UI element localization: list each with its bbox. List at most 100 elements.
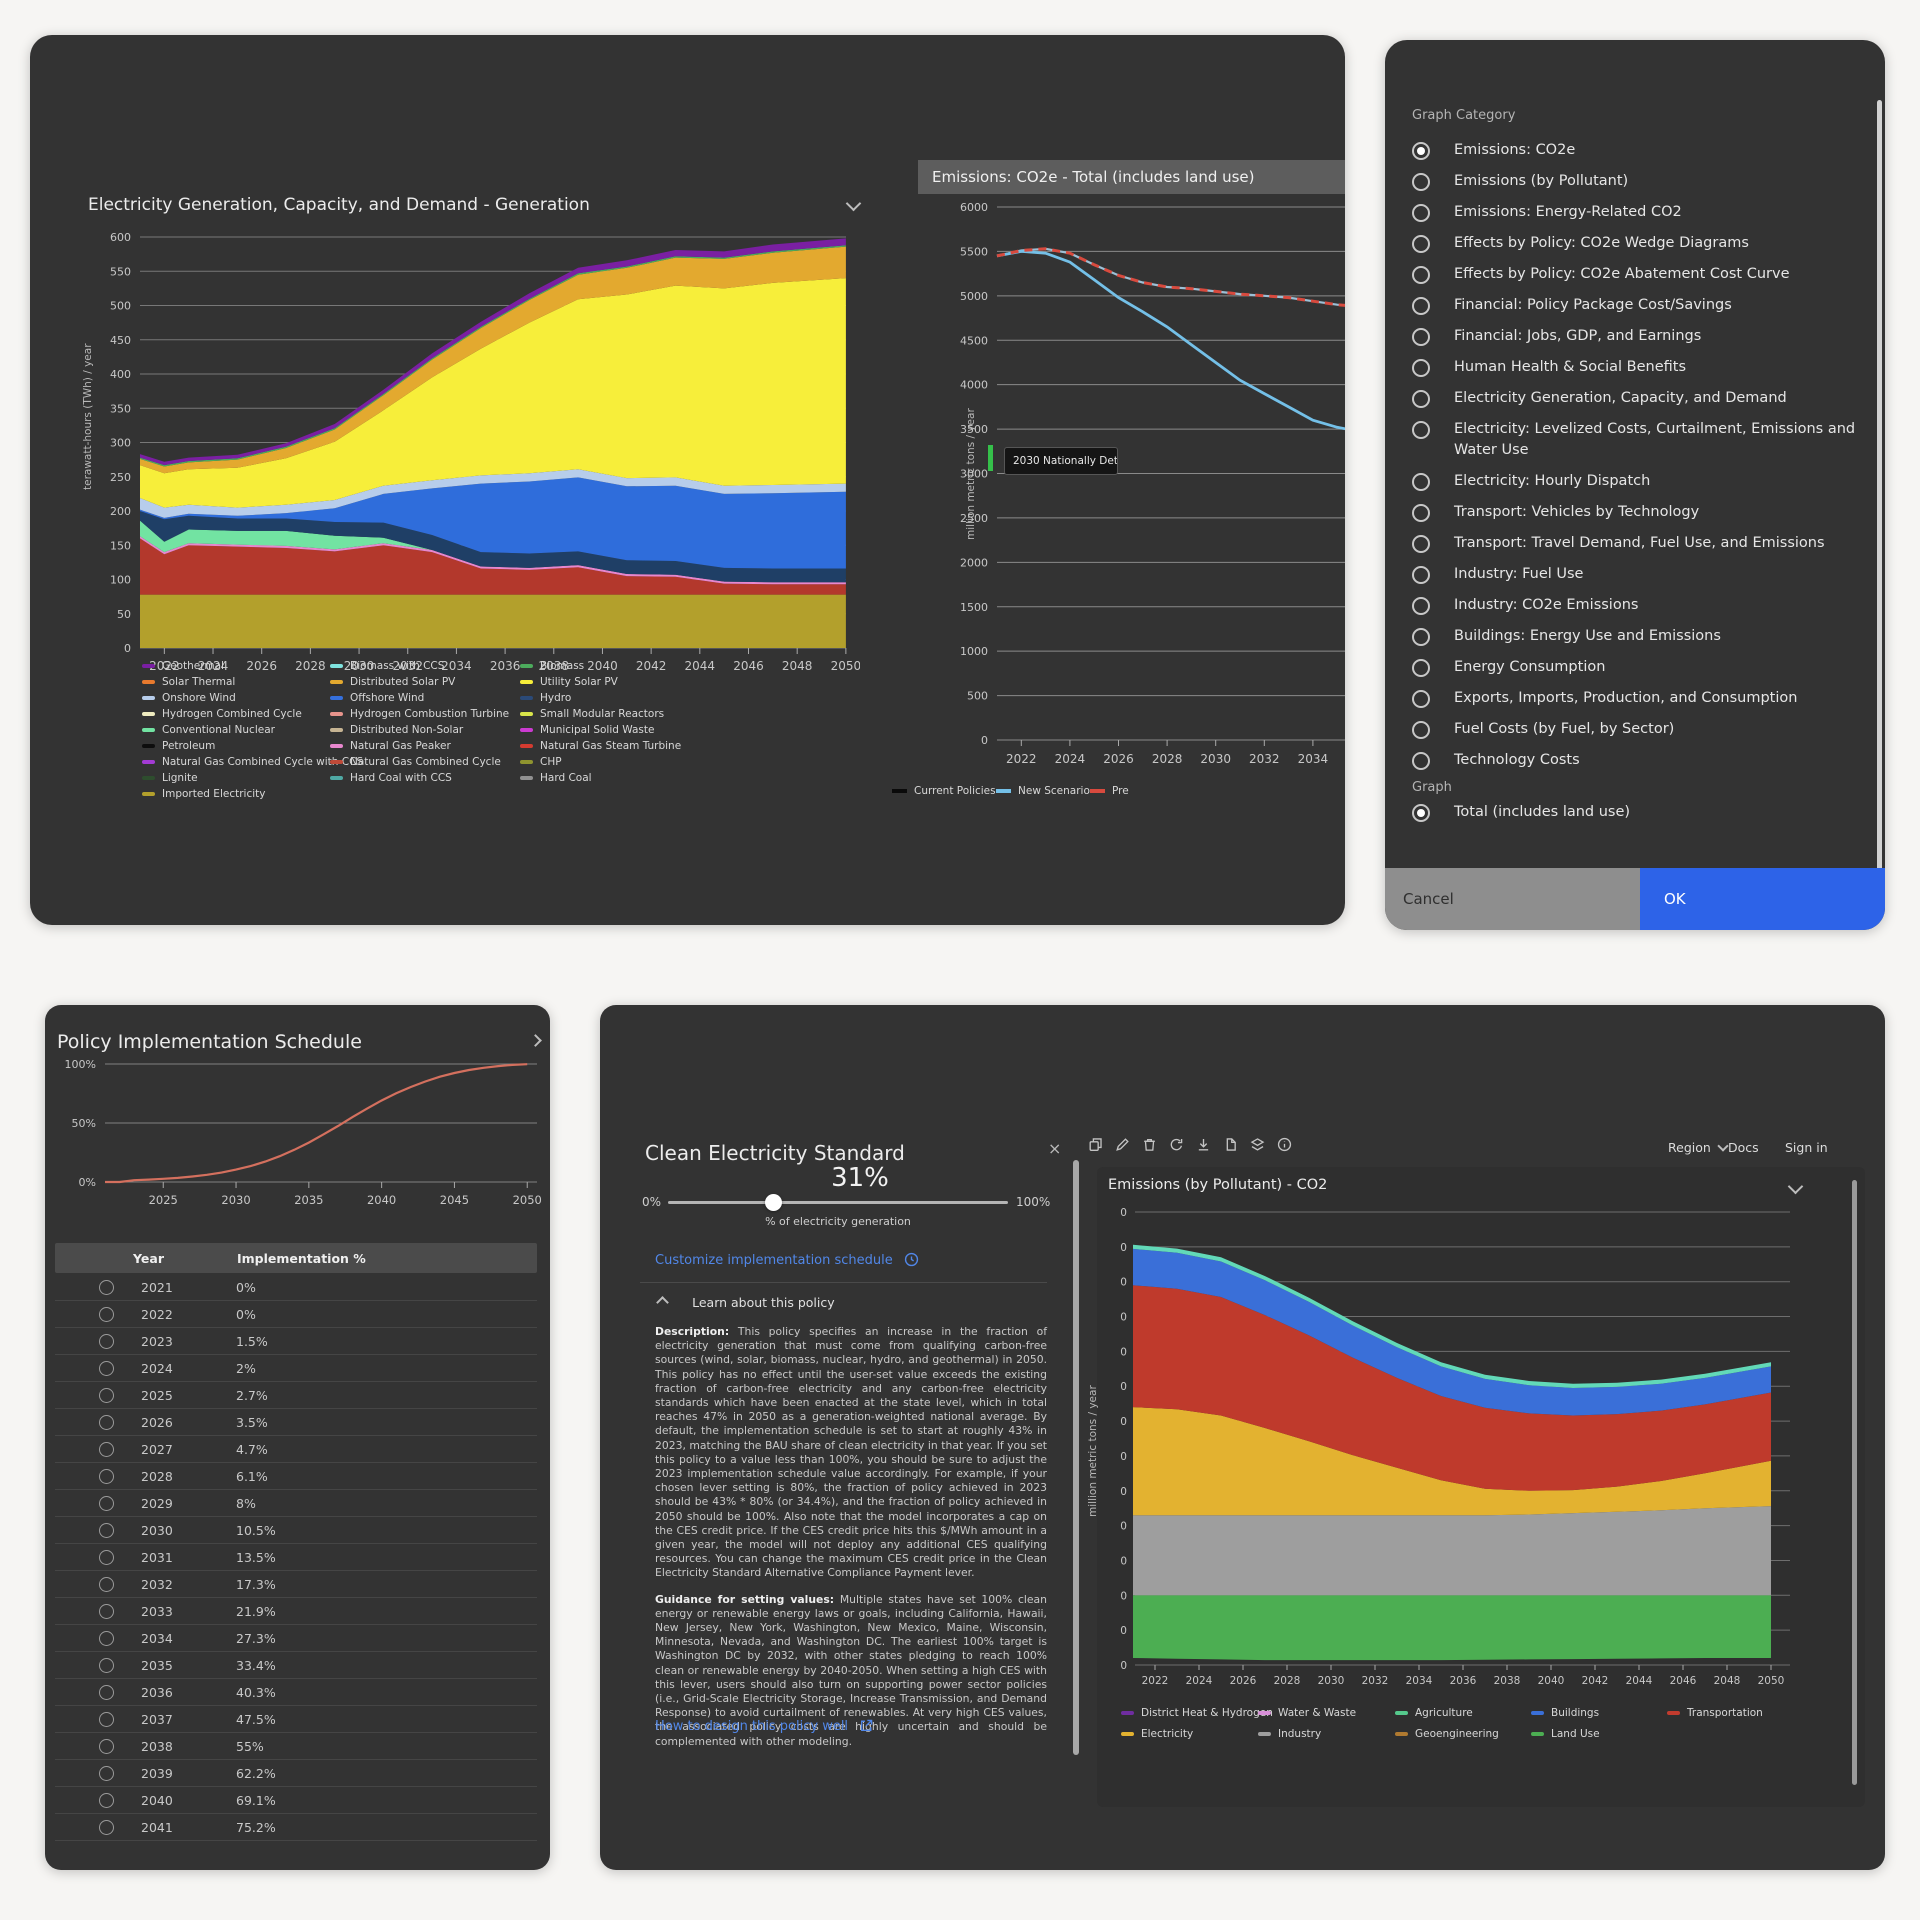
row-radio-icon[interactable] (99, 1360, 114, 1376)
radio-option[interactable]: Financial: Jobs, GDP, and Earnings (1412, 326, 1857, 347)
table-row[interactable]: 2038 55% (55, 1733, 537, 1760)
table-row[interactable]: 2040 69.1% (55, 1787, 537, 1814)
cancel-button[interactable]: Cancel (1385, 868, 1640, 930)
table-row[interactable]: 2039 62.2% (55, 1760, 537, 1787)
radio-option[interactable]: Effects by Policy: CO2e Wedge Diagrams (1412, 233, 1857, 254)
radio-option[interactable]: Fuel Costs (by Fuel, by Sector) (1412, 719, 1857, 740)
download-icon[interactable] (1195, 1136, 1212, 1157)
row-radio-icon[interactable] (99, 1468, 114, 1484)
chevron-right-icon[interactable] (529, 1034, 542, 1047)
legend-swatch (330, 696, 343, 700)
slider-handle[interactable] (765, 1194, 783, 1211)
row-radio-icon[interactable] (99, 1279, 114, 1295)
export-icon[interactable] (1222, 1136, 1239, 1157)
table-row[interactable]: 2031 13.5% (55, 1544, 537, 1571)
radio-option[interactable]: Transport: Vehicles by Technology (1412, 502, 1857, 523)
row-radio-icon[interactable] (99, 1549, 114, 1565)
row-implementation: 21.9% (236, 1603, 276, 1619)
table-row[interactable]: 2022 0% (55, 1301, 537, 1328)
emissions-chart-titlebar[interactable]: Emissions: CO2e - Total (includes land u… (918, 160, 1345, 194)
radio-option[interactable]: Industry: Fuel Use (1412, 564, 1857, 585)
table-row[interactable]: 2027 4.7% (55, 1436, 537, 1463)
design-policy-label: How to design this policy well (655, 1719, 849, 1734)
row-radio-icon[interactable] (99, 1738, 114, 1754)
tick-label: 2040 (1538, 1675, 1565, 1687)
undo-icon[interactable] (1168, 1136, 1185, 1157)
clipped-link-row[interactable]: -- -- ···· ·- ·-- -- → (655, 1741, 1047, 1750)
radio-option[interactable]: Emissions (by Pollutant) (1412, 171, 1857, 192)
row-radio-icon[interactable] (99, 1792, 114, 1808)
row-radio-icon[interactable] (99, 1333, 114, 1349)
table-row[interactable]: 2024 2% (55, 1355, 537, 1382)
row-radio-icon[interactable] (99, 1657, 114, 1673)
policy-slider[interactable] (668, 1201, 1008, 1204)
row-radio-icon[interactable] (99, 1495, 114, 1511)
signin-link[interactable]: Sign in (1785, 1140, 1828, 1155)
row-radio-icon[interactable] (99, 1819, 114, 1835)
row-radio-icon[interactable] (99, 1603, 114, 1619)
radio-option[interactable]: Electricity Generation, Capacity, and De… (1412, 388, 1857, 409)
table-row[interactable]: 2030 10.5% (55, 1517, 537, 1544)
edit-icon[interactable] (1114, 1136, 1131, 1157)
table-row[interactable]: 2034 27.3% (55, 1625, 537, 1652)
row-radio-icon[interactable] (99, 1630, 114, 1646)
row-radio-icon[interactable] (99, 1765, 114, 1781)
table-row[interactable]: 2041 75.2% (55, 1814, 537, 1841)
table-row[interactable]: 2023 1.5% (55, 1328, 537, 1355)
copy-icon[interactable] (1087, 1136, 1104, 1157)
docs-link[interactable]: Docs (1728, 1140, 1759, 1155)
table-row[interactable]: 2029 8% (55, 1490, 537, 1517)
row-radio-icon[interactable] (99, 1414, 114, 1430)
row-radio-icon[interactable] (99, 1684, 114, 1700)
radio-option[interactable]: Emissions: CO2e (1412, 140, 1857, 161)
customize-schedule-link[interactable]: Customize implementation schedule (655, 1251, 920, 1268)
layers-icon[interactable] (1249, 1136, 1266, 1157)
table-row[interactable]: 2025 2.7% (55, 1382, 537, 1409)
policy-panel-scrollbar[interactable] (1073, 1160, 1079, 1755)
delete-icon[interactable] (1141, 1136, 1158, 1157)
radio-option[interactable]: Industry: CO2e Emissions (1412, 595, 1857, 616)
table-row[interactable]: 2021 0% (55, 1274, 537, 1301)
legend-label: Offshore Wind (350, 692, 425, 704)
legend-swatch (330, 664, 343, 668)
close-icon[interactable]: × (1048, 1139, 1062, 1158)
row-radio-icon[interactable] (99, 1306, 114, 1322)
table-row[interactable]: 2037 47.5% (55, 1706, 537, 1733)
radio-option[interactable]: Total (includes land use) (1412, 802, 1857, 823)
table-row[interactable]: 2028 6.1% (55, 1463, 537, 1490)
legend-item: Imported Electricity (142, 786, 363, 802)
dialog-scrollbar[interactable] (1877, 100, 1882, 885)
table-row[interactable]: 2026 3.5% (55, 1409, 537, 1436)
design-policy-link[interactable]: How to design this policy well (655, 1717, 875, 1734)
table-row[interactable]: 2036 40.3% (55, 1679, 537, 1706)
row-radio-icon[interactable] (99, 1711, 114, 1727)
radio-option[interactable]: Human Health & Social Benefits (1412, 357, 1857, 378)
table-row[interactable]: 2032 17.3% (55, 1571, 537, 1598)
table-row[interactable]: 2033 21.9% (55, 1598, 537, 1625)
radio-option[interactable]: Electricity: Levelized Costs, Curtailmen… (1412, 419, 1857, 461)
row-radio-icon[interactable] (99, 1522, 114, 1538)
legend-item: Solar Thermal (142, 674, 363, 690)
learn-about-toggle[interactable]: Learn about this policy (656, 1292, 835, 1311)
radio-option[interactable]: Buildings: Energy Use and Emissions (1412, 626, 1857, 647)
row-implementation: 6.1% (236, 1468, 268, 1484)
chart-panel-scrollbar[interactable] (1852, 1180, 1857, 1785)
row-radio-icon[interactable] (99, 1576, 114, 1592)
radio-option[interactable]: Electricity: Hourly Dispatch (1412, 471, 1857, 492)
info-icon[interactable] (1276, 1136, 1293, 1157)
tick-label: 6000 (960, 201, 988, 214)
row-radio-icon[interactable] (99, 1441, 114, 1457)
radio-option[interactable]: Energy Consumption (1412, 657, 1857, 678)
table-row[interactable]: 2035 33.4% (55, 1652, 537, 1679)
radio-option[interactable]: Financial: Policy Package Cost/Savings (1412, 295, 1857, 316)
legend-swatch (520, 696, 533, 700)
region-menu[interactable]: Region (1668, 1140, 1729, 1155)
radio-option[interactable]: Technology Costs (1412, 750, 1857, 771)
radio-option[interactable]: Transport: Travel Demand, Fuel Use, and … (1412, 533, 1857, 554)
radio-option[interactable]: Effects by Policy: CO2e Abatement Cost C… (1412, 264, 1857, 285)
radio-option[interactable]: Emissions: Energy-Related CO2 (1412, 202, 1857, 223)
radio-option[interactable]: Exports, Imports, Production, and Consum… (1412, 688, 1857, 709)
ok-button[interactable]: OK (1640, 868, 1885, 930)
legend-swatch (1258, 1731, 1271, 1736)
row-radio-icon[interactable] (99, 1387, 114, 1403)
